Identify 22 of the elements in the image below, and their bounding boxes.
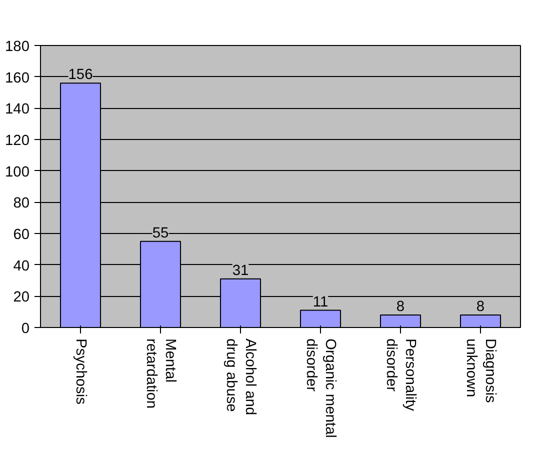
y-tick-label: 140 [5, 102, 30, 118]
y-tick-label: 60 [13, 227, 30, 243]
x-tick-label: Organic mental disorder [302, 338, 338, 438]
y-tick-label: 40 [13, 258, 30, 274]
y-tick-label: 120 [5, 133, 30, 149]
y-tick-label: 160 [5, 70, 30, 86]
data-label: 31 [232, 262, 249, 279]
y-tick-label: 80 [13, 196, 30, 212]
data-label: 8 [396, 298, 405, 315]
x-tick-label: Psychosis [72, 338, 88, 404]
x-tick-label: Diagnosis unknown [462, 338, 498, 403]
x-tick-label: Mental retardation [142, 338, 178, 409]
y-tick-label: 100 [5, 164, 30, 180]
data-label: 55 [152, 225, 169, 242]
y-tick-label: 0 [21, 321, 30, 337]
data-label: 8 [476, 298, 485, 315]
data-label: 11 [312, 294, 328, 310]
x-tick-label: Alcohol and drug abuse [222, 338, 258, 416]
y-tick-label: 20 [13, 290, 30, 306]
data-label: 156 [68, 67, 93, 84]
x-tick-label: Personality disorder [382, 338, 418, 412]
y-tick-label: 180 [5, 39, 30, 55]
